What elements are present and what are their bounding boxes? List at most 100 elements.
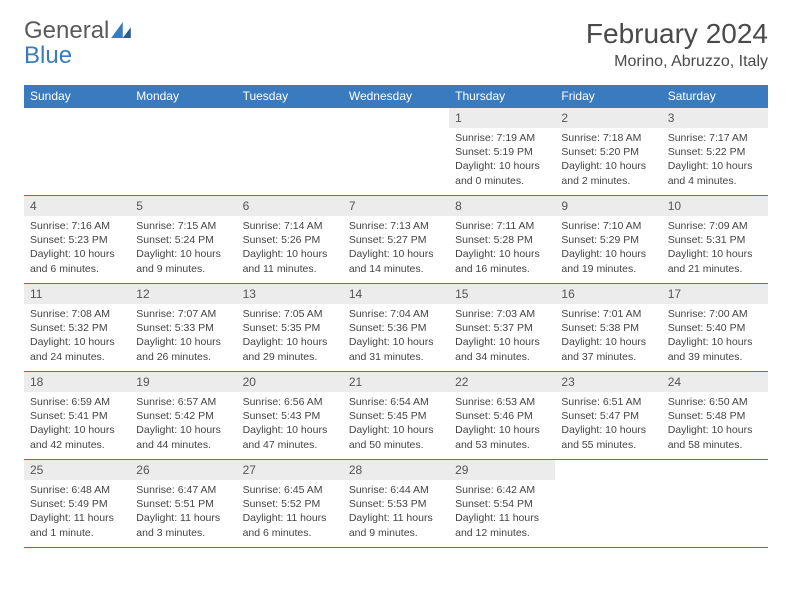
day-number: 3	[662, 108, 768, 128]
day-details: Sunrise: 7:18 AMSunset: 5:20 PMDaylight:…	[555, 128, 661, 193]
day-details: Sunrise: 7:00 AMSunset: 5:40 PMDaylight:…	[662, 304, 768, 369]
calendar-cell	[237, 108, 343, 196]
calendar-cell: 15Sunrise: 7:03 AMSunset: 5:37 PMDayligh…	[449, 284, 555, 372]
day-details: Sunrise: 7:01 AMSunset: 5:38 PMDaylight:…	[555, 304, 661, 369]
calendar-cell: 1Sunrise: 7:19 AMSunset: 5:19 PMDaylight…	[449, 108, 555, 196]
calendar-cell: 16Sunrise: 7:01 AMSunset: 5:38 PMDayligh…	[555, 284, 661, 372]
calendar-cell: 24Sunrise: 6:50 AMSunset: 5:48 PMDayligh…	[662, 372, 768, 460]
day-number: 21	[343, 372, 449, 392]
day-details: Sunrise: 7:15 AMSunset: 5:24 PMDaylight:…	[130, 216, 236, 281]
day-number: 7	[343, 196, 449, 216]
day-details: Sunrise: 7:13 AMSunset: 5:27 PMDaylight:…	[343, 216, 449, 281]
location: Morino, Abruzzo, Italy	[586, 53, 768, 71]
calendar-cell: 9Sunrise: 7:10 AMSunset: 5:29 PMDaylight…	[555, 196, 661, 284]
day-details: Sunrise: 6:51 AMSunset: 5:47 PMDaylight:…	[555, 392, 661, 457]
calendar-cell: 5Sunrise: 7:15 AMSunset: 5:24 PMDaylight…	[130, 196, 236, 284]
day-details: Sunrise: 7:17 AMSunset: 5:22 PMDaylight:…	[662, 128, 768, 193]
day-details: Sunrise: 6:56 AMSunset: 5:43 PMDaylight:…	[237, 392, 343, 457]
day-details: Sunrise: 7:19 AMSunset: 5:19 PMDaylight:…	[449, 128, 555, 193]
day-number: 5	[130, 196, 236, 216]
calendar-cell: 19Sunrise: 6:57 AMSunset: 5:42 PMDayligh…	[130, 372, 236, 460]
calendar-cell	[555, 460, 661, 548]
day-details: Sunrise: 6:44 AMSunset: 5:53 PMDaylight:…	[343, 480, 449, 545]
day-number: 16	[555, 284, 661, 304]
day-number: 12	[130, 284, 236, 304]
month-title: February 2024	[586, 18, 768, 50]
day-details: Sunrise: 7:09 AMSunset: 5:31 PMDaylight:…	[662, 216, 768, 281]
header: GeneralBlue February 2024 Morino, Abruzz…	[24, 18, 768, 71]
weekday-header: Saturday	[662, 85, 768, 108]
calendar-cell: 12Sunrise: 7:07 AMSunset: 5:33 PMDayligh…	[130, 284, 236, 372]
day-details: Sunrise: 7:10 AMSunset: 5:29 PMDaylight:…	[555, 216, 661, 281]
day-details: Sunrise: 7:03 AMSunset: 5:37 PMDaylight:…	[449, 304, 555, 369]
day-number: 25	[24, 460, 130, 480]
day-details: Sunrise: 7:16 AMSunset: 5:23 PMDaylight:…	[24, 216, 130, 281]
day-details: Sunrise: 6:47 AMSunset: 5:51 PMDaylight:…	[130, 480, 236, 545]
calendar-cell: 18Sunrise: 6:59 AMSunset: 5:41 PMDayligh…	[24, 372, 130, 460]
calendar-cell: 20Sunrise: 6:56 AMSunset: 5:43 PMDayligh…	[237, 372, 343, 460]
weekday-header: Thursday	[449, 85, 555, 108]
day-number: 9	[555, 196, 661, 216]
day-number: 24	[662, 372, 768, 392]
day-number: 18	[24, 372, 130, 392]
calendar-cell: 4Sunrise: 7:16 AMSunset: 5:23 PMDaylight…	[24, 196, 130, 284]
day-number: 28	[343, 460, 449, 480]
day-number: 8	[449, 196, 555, 216]
day-details: Sunrise: 6:59 AMSunset: 5:41 PMDaylight:…	[24, 392, 130, 457]
day-details: Sunrise: 7:11 AMSunset: 5:28 PMDaylight:…	[449, 216, 555, 281]
day-details: Sunrise: 6:57 AMSunset: 5:42 PMDaylight:…	[130, 392, 236, 457]
day-number: 29	[449, 460, 555, 480]
calendar-cell	[343, 108, 449, 196]
calendar-cell: 23Sunrise: 6:51 AMSunset: 5:47 PMDayligh…	[555, 372, 661, 460]
day-number: 10	[662, 196, 768, 216]
day-details: Sunrise: 7:05 AMSunset: 5:35 PMDaylight:…	[237, 304, 343, 369]
calendar-cell	[130, 108, 236, 196]
calendar-cell: 25Sunrise: 6:48 AMSunset: 5:49 PMDayligh…	[24, 460, 130, 548]
day-number: 17	[662, 284, 768, 304]
calendar-cell: 22Sunrise: 6:53 AMSunset: 5:46 PMDayligh…	[449, 372, 555, 460]
calendar-cell: 7Sunrise: 7:13 AMSunset: 5:27 PMDaylight…	[343, 196, 449, 284]
day-number: 26	[130, 460, 236, 480]
day-details: Sunrise: 7:08 AMSunset: 5:32 PMDaylight:…	[24, 304, 130, 369]
weekday-header: Monday	[130, 85, 236, 108]
day-number: 20	[237, 372, 343, 392]
logo: GeneralBlue	[24, 18, 131, 68]
day-details: Sunrise: 7:07 AMSunset: 5:33 PMDaylight:…	[130, 304, 236, 369]
day-details: Sunrise: 7:14 AMSunset: 5:26 PMDaylight:…	[237, 216, 343, 281]
day-number: 19	[130, 372, 236, 392]
calendar-cell: 10Sunrise: 7:09 AMSunset: 5:31 PMDayligh…	[662, 196, 768, 284]
calendar-cell: 11Sunrise: 7:08 AMSunset: 5:32 PMDayligh…	[24, 284, 130, 372]
calendar-table: SundayMondayTuesdayWednesdayThursdayFrid…	[24, 85, 768, 548]
calendar-cell: 28Sunrise: 6:44 AMSunset: 5:53 PMDayligh…	[343, 460, 449, 548]
calendar-cell	[24, 108, 130, 196]
calendar-cell: 26Sunrise: 6:47 AMSunset: 5:51 PMDayligh…	[130, 460, 236, 548]
day-details: Sunrise: 6:45 AMSunset: 5:52 PMDaylight:…	[237, 480, 343, 545]
day-details: Sunrise: 6:54 AMSunset: 5:45 PMDaylight:…	[343, 392, 449, 457]
day-number: 27	[237, 460, 343, 480]
calendar-cell: 2Sunrise: 7:18 AMSunset: 5:20 PMDaylight…	[555, 108, 661, 196]
calendar-cell: 27Sunrise: 6:45 AMSunset: 5:52 PMDayligh…	[237, 460, 343, 548]
logo-triangle-icon	[111, 18, 131, 43]
calendar-body: 1Sunrise: 7:19 AMSunset: 5:19 PMDaylight…	[24, 108, 768, 548]
calendar-cell	[662, 460, 768, 548]
day-number: 1	[449, 108, 555, 128]
day-number: 23	[555, 372, 661, 392]
day-details: Sunrise: 6:42 AMSunset: 5:54 PMDaylight:…	[449, 480, 555, 545]
day-number: 14	[343, 284, 449, 304]
calendar-head: SundayMondayTuesdayWednesdayThursdayFrid…	[24, 85, 768, 108]
day-number: 22	[449, 372, 555, 392]
logo-text-blue: Blue	[24, 42, 72, 69]
calendar-cell: 3Sunrise: 7:17 AMSunset: 5:22 PMDaylight…	[662, 108, 768, 196]
day-number: 15	[449, 284, 555, 304]
calendar-cell: 14Sunrise: 7:04 AMSunset: 5:36 PMDayligh…	[343, 284, 449, 372]
weekday-header: Wednesday	[343, 85, 449, 108]
day-number: 11	[24, 284, 130, 304]
calendar-cell: 21Sunrise: 6:54 AMSunset: 5:45 PMDayligh…	[343, 372, 449, 460]
logo-text-general: General	[24, 17, 109, 44]
day-details: Sunrise: 6:50 AMSunset: 5:48 PMDaylight:…	[662, 392, 768, 457]
title-block: February 2024 Morino, Abruzzo, Italy	[586, 18, 768, 71]
calendar-cell: 13Sunrise: 7:05 AMSunset: 5:35 PMDayligh…	[237, 284, 343, 372]
day-number: 4	[24, 196, 130, 216]
day-number: 2	[555, 108, 661, 128]
calendar-cell: 6Sunrise: 7:14 AMSunset: 5:26 PMDaylight…	[237, 196, 343, 284]
